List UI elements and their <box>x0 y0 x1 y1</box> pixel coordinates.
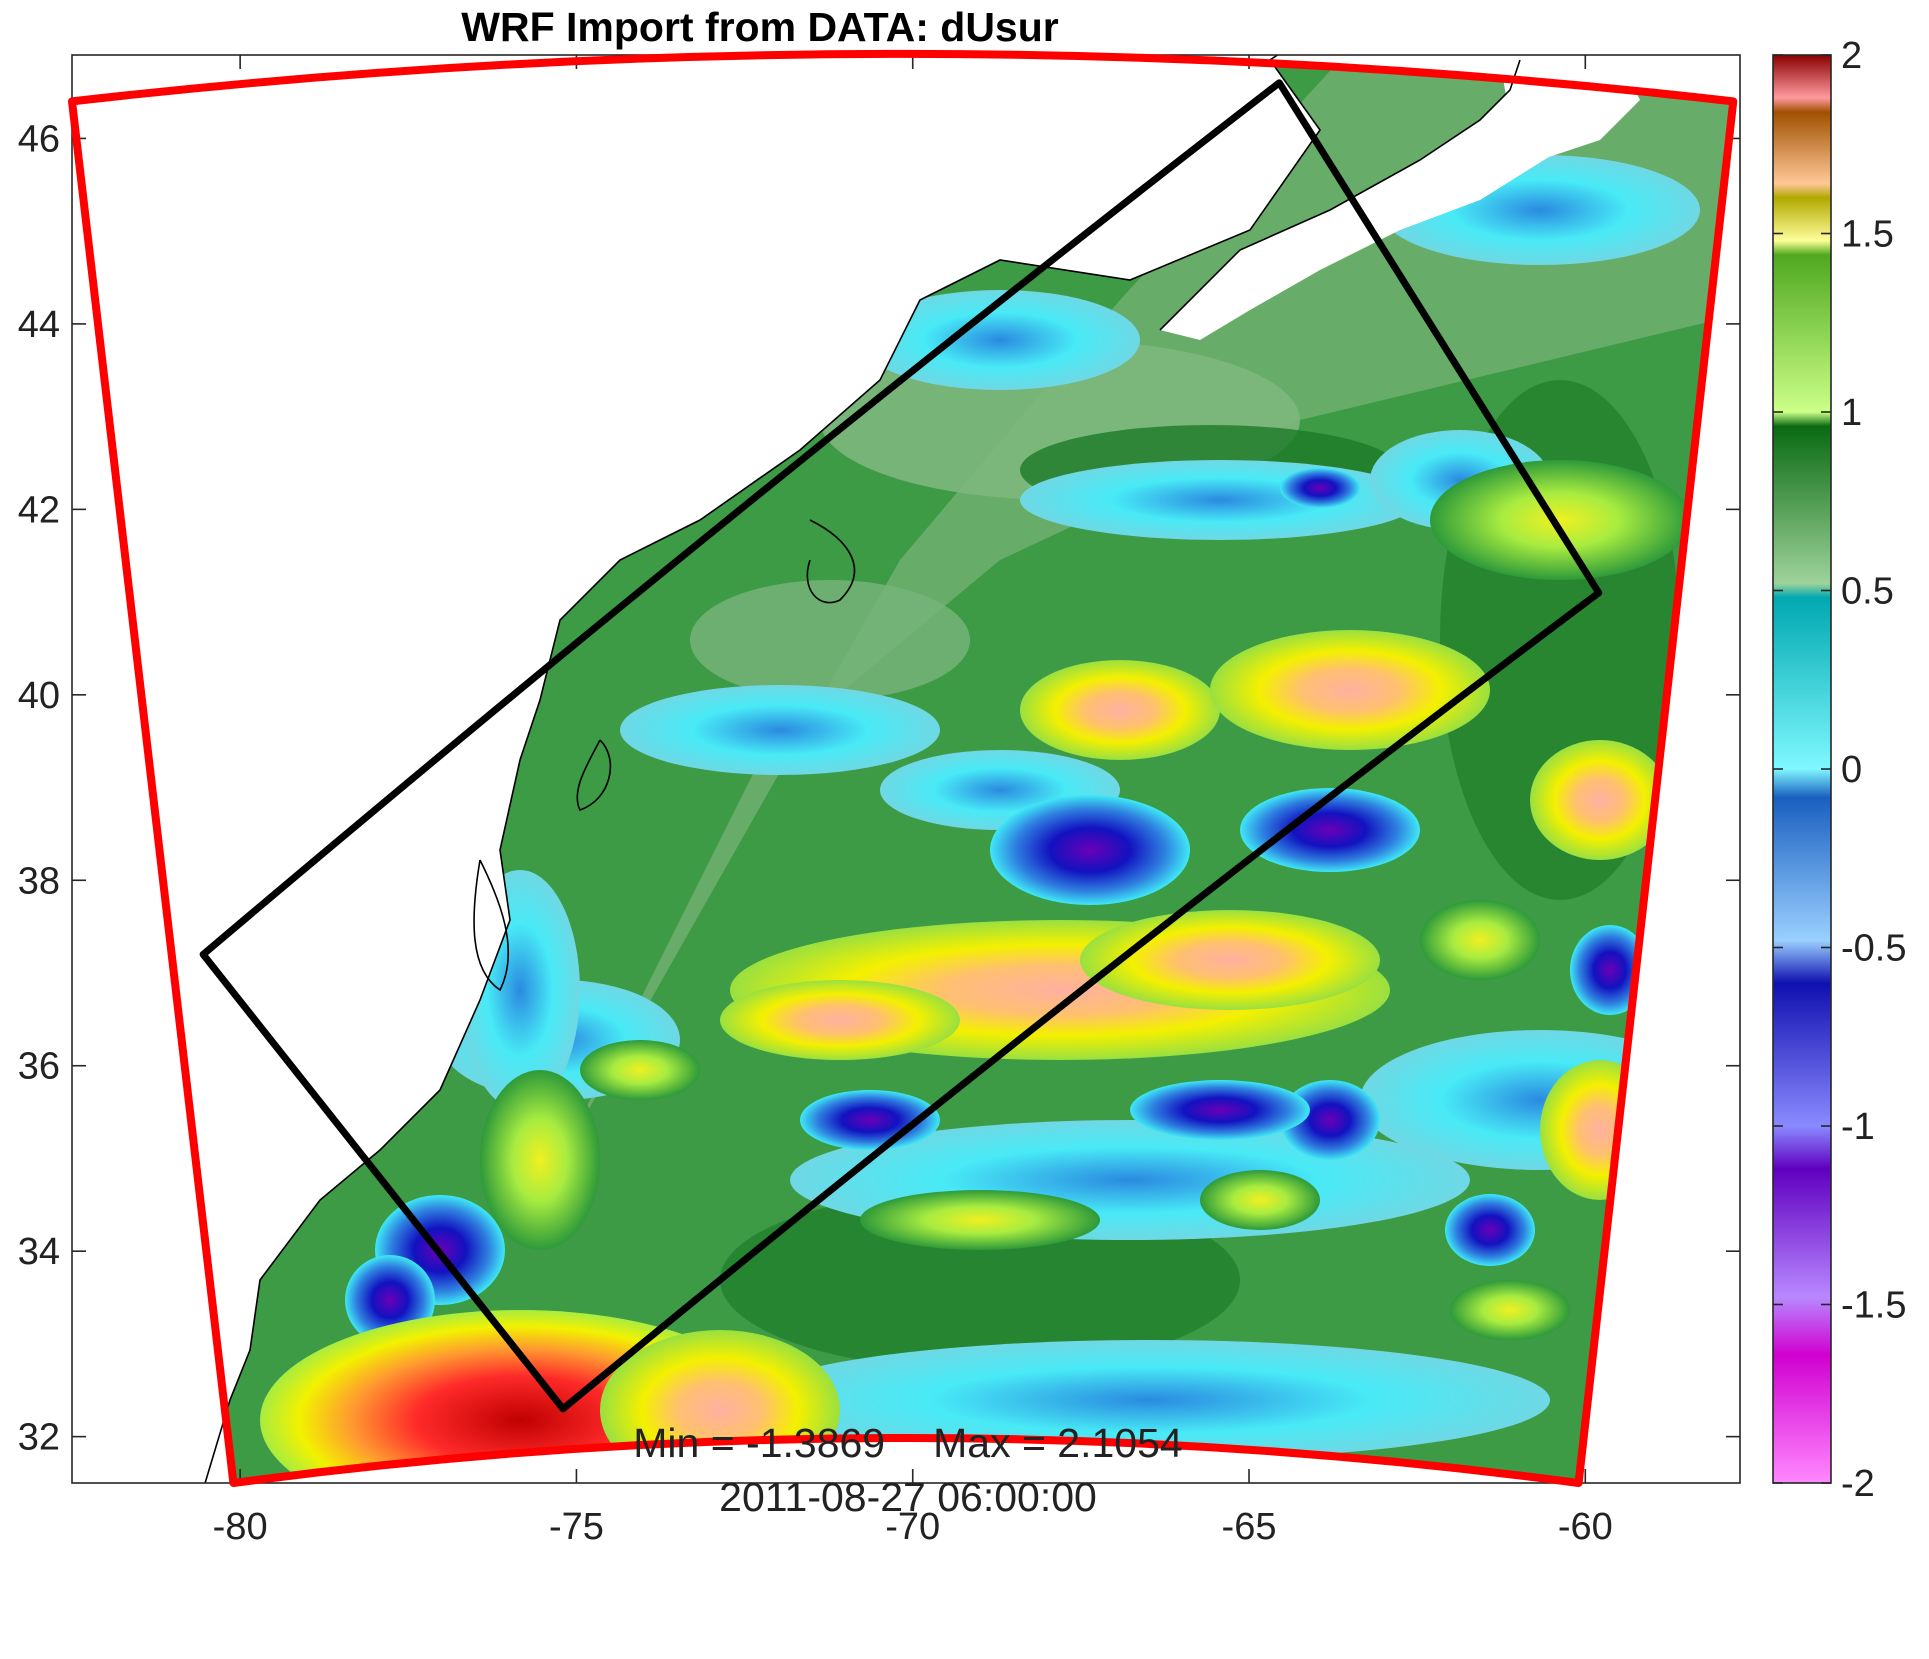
colorbar-tick-label: 0 <box>1841 749 1862 791</box>
colorbar-tick-label: -2 <box>1841 1463 1875 1505</box>
colorbar-tick-label: -1.5 <box>1841 1285 1906 1327</box>
x-tick-label: -60 <box>1558 1506 1613 1548</box>
colorbar-tick-label: -1 <box>1841 1106 1875 1148</box>
coastline <box>204 55 1521 1483</box>
map-title: WRF Import from DATA: dUsur <box>461 4 1059 50</box>
inner-domain-boundary <box>199 79 1603 1413</box>
x-tick-label: -70 <box>885 1506 940 1548</box>
x-tick-label: -75 <box>549 1506 604 1548</box>
y-tick-label: 46 <box>18 118 60 160</box>
colorbar-tick-label: 0.5 <box>1841 571 1894 613</box>
timestamp: 2011-08-27 06:00:00 <box>719 1474 1097 1520</box>
x-tick-label: -65 <box>1222 1506 1277 1548</box>
y-tick-label: 42 <box>18 489 60 531</box>
y-tick-label: 40 <box>18 675 60 717</box>
land-mass <box>72 53 1320 1483</box>
y-tick-label: 34 <box>18 1231 60 1273</box>
max-value: Max = 2.1054 <box>933 1420 1183 1466</box>
axis-ticks: -80 -75 -70 -65 -60 32 34 36 38 40 42 44 46 <box>18 55 1740 1548</box>
min-max-readout: Min = -1.3869 Max = 2.1054 <box>0 1420 1816 1467</box>
colorbar-ticks: 2 1.5 1 0.5 0 -0.5 -1 -1.5 -2 <box>1773 35 1906 1505</box>
y-tick-label: 32 <box>18 1417 60 1459</box>
colorbar-tick-label: 1.5 <box>1841 214 1894 256</box>
colorbar-tick-label: -0.5 <box>1841 928 1906 970</box>
y-tick-label: 38 <box>18 860 60 902</box>
colorbar-tick-label: 1 <box>1841 392 1862 434</box>
y-tick-label: 36 <box>18 1046 60 1088</box>
x-tick-label: -80 <box>213 1506 268 1548</box>
y-tick-label: 44 <box>18 304 60 346</box>
outer-domain-boundary <box>68 49 1738 1487</box>
colorbar-tick-label: 2 <box>1841 35 1862 77</box>
min-value: Min = -1.3869 <box>633 1420 886 1466</box>
